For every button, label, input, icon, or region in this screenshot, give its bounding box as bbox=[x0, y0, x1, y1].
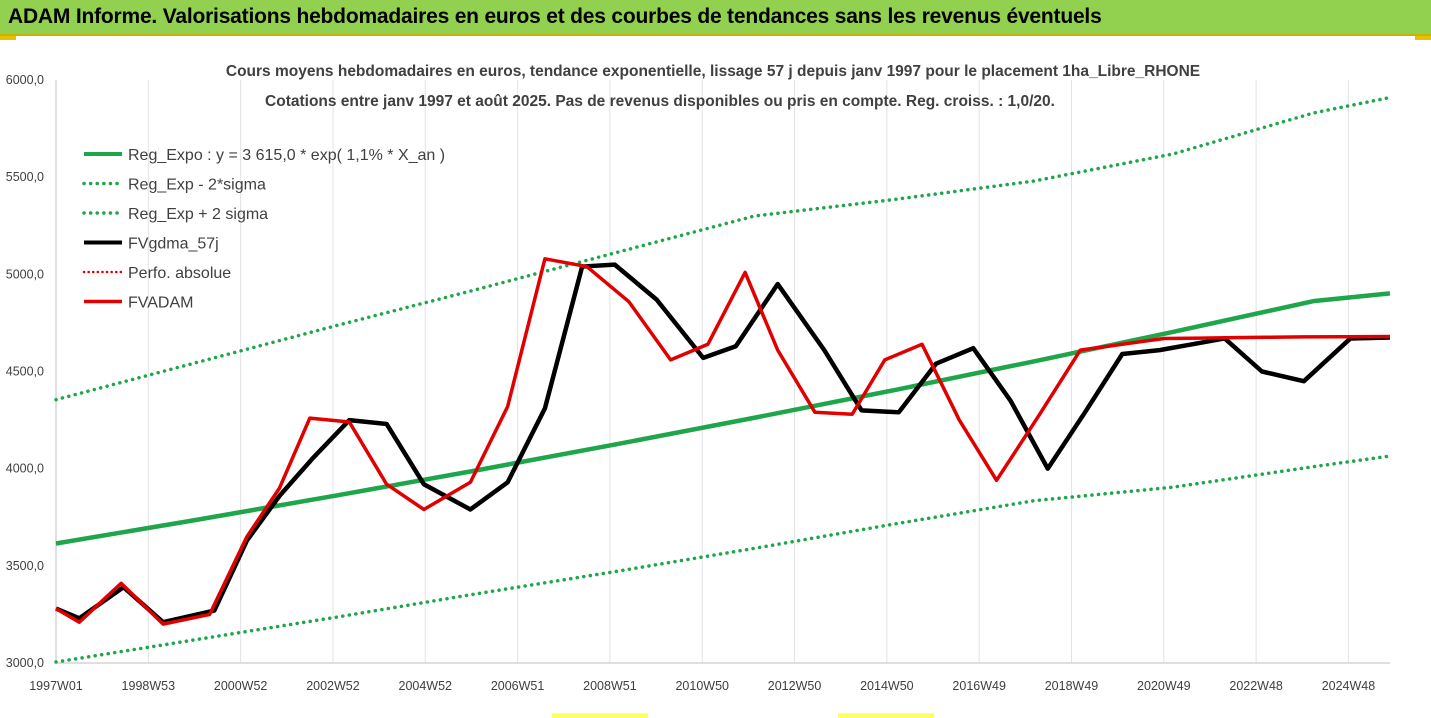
y-tick-label: 4500,0 bbox=[6, 365, 44, 379]
grid-lines bbox=[55, 80, 1349, 663]
x-tick-labels: 1997W01 1998W53 2000W52 2002W52 2004W52 2006W… bbox=[29, 679, 1375, 693]
series-line-3 bbox=[55, 262, 1391, 625]
legend: Reg_Expo : y = 3 615,0 * exp( 1,1% * X_a… bbox=[82, 147, 445, 312]
y-tick-label: 5500,0 bbox=[6, 170, 44, 184]
x-tick-label: 2014W50 bbox=[860, 679, 914, 693]
x-tick-label: 1997W01 bbox=[29, 679, 83, 693]
report-banner: ADAM Informe. Valorisations hebdomadaire… bbox=[0, 0, 1431, 36]
series-line-1 bbox=[54, 454, 1392, 664]
chart-subtitle: Cotations entre janv 1997 et août 2025. … bbox=[265, 93, 1055, 110]
x-tick-label: 2006W51 bbox=[491, 679, 545, 693]
series-line-0 bbox=[55, 291, 1391, 546]
legend-entry-4: Perfo. absolue bbox=[128, 265, 231, 282]
plot-area-frame bbox=[55, 80, 1390, 664]
x-tick-label: 2012W50 bbox=[768, 679, 822, 693]
x-tick-label: 2022W48 bbox=[1229, 679, 1283, 693]
banner-title: ADAM Informe. Valorisations hebdomadaire… bbox=[8, 5, 1102, 28]
sheet-tab-left[interactable] bbox=[552, 713, 648, 718]
x-tick-label: 1998W53 bbox=[122, 679, 176, 693]
legend-entry-0: Reg_Expo : y = 3 615,0 * exp( 1,1% * X_a… bbox=[128, 147, 445, 164]
corner-mark-left bbox=[0, 36, 16, 40]
x-tick-label: 2010W50 bbox=[675, 679, 729, 693]
x-tick-label: 2018W49 bbox=[1045, 679, 1099, 693]
series-line-2 bbox=[54, 95, 1392, 402]
y-tick-label: 3000,0 bbox=[6, 656, 44, 670]
chart-title: Cours moyens hebdomadaires en euros, ten… bbox=[226, 63, 1200, 80]
y-tick-label: 3500,0 bbox=[6, 559, 44, 573]
x-tick-label: 2000W52 bbox=[214, 679, 268, 693]
x-tick-label: 2008W51 bbox=[583, 679, 637, 693]
x-tick-label: 2016W49 bbox=[952, 679, 1006, 693]
legend-entry-5: FVADAM bbox=[128, 295, 193, 312]
x-tick-label: 2002W52 bbox=[306, 679, 360, 693]
y-tick-label: 4000,0 bbox=[6, 462, 44, 476]
sheet-tab-right[interactable] bbox=[838, 713, 934, 718]
legend-entry-3: FVgdma_57j bbox=[128, 236, 219, 253]
x-tick-label: 2024W48 bbox=[1322, 679, 1376, 693]
y-tick-label: 5000,0 bbox=[6, 267, 44, 281]
x-tick-label: 2020W49 bbox=[1137, 679, 1191, 693]
y-tick-labels: 3000,0 3500,0 4000,0 4500,0 5000,0 5500,0 6000… bbox=[6, 73, 44, 670]
x-tick-label: 2004W52 bbox=[399, 679, 453, 693]
y-tick-label: 6000,0 bbox=[6, 73, 44, 87]
corner-mark-right bbox=[1415, 36, 1431, 40]
series-lines bbox=[54, 95, 1392, 664]
legend-entry-1: Reg_Exp - 2*sigma bbox=[128, 177, 266, 194]
legend-entry-2: Reg_Exp + 2 sigma bbox=[128, 206, 268, 223]
series-line-5 bbox=[55, 257, 1391, 626]
